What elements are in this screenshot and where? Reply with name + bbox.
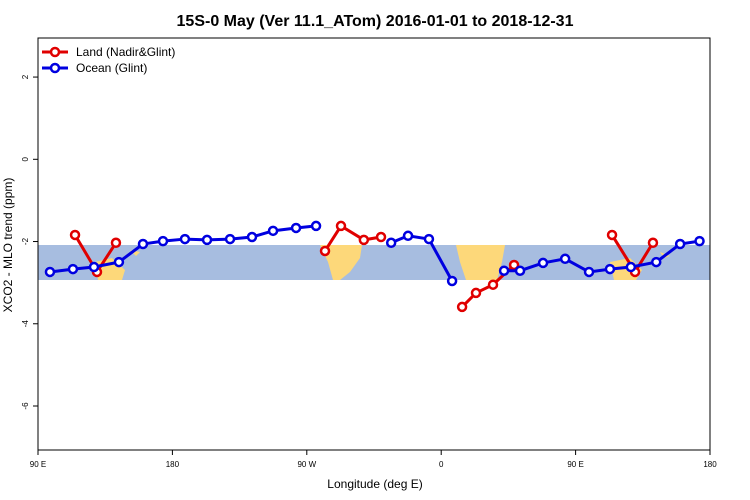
point xyxy=(69,229,81,241)
point xyxy=(310,220,322,232)
point xyxy=(583,266,595,278)
y-tick-label: -4 xyxy=(21,320,30,328)
x-tick-label: 180 xyxy=(703,460,717,469)
point xyxy=(559,253,571,265)
point xyxy=(456,301,468,313)
point xyxy=(290,222,302,234)
point xyxy=(335,220,347,232)
x-tick-label: 90 E xyxy=(30,460,46,469)
point xyxy=(67,263,79,275)
plot-frame xyxy=(37,37,711,451)
point xyxy=(44,266,56,278)
y-tick-label: -2 xyxy=(21,237,30,245)
point xyxy=(179,233,191,245)
point xyxy=(88,261,100,273)
point xyxy=(246,231,258,243)
map-strip xyxy=(38,245,710,280)
point xyxy=(498,265,510,276)
x-axis-label: Longitude (deg E) xyxy=(327,477,422,491)
point xyxy=(402,230,414,242)
point xyxy=(157,235,169,247)
legend-label: Land (Nadir&Glint) xyxy=(76,45,175,59)
point xyxy=(625,261,637,273)
point xyxy=(514,265,526,276)
point xyxy=(267,225,279,237)
point xyxy=(137,238,149,250)
point xyxy=(487,279,499,290)
point xyxy=(606,229,618,241)
point xyxy=(674,238,686,250)
point xyxy=(375,231,387,243)
point xyxy=(647,237,659,249)
point xyxy=(537,257,549,269)
x-tick-label: 180 xyxy=(166,460,180,469)
point xyxy=(604,263,616,275)
point xyxy=(423,233,435,245)
x-tick-label: 90 E xyxy=(567,460,583,469)
legend-label: Ocean (Glint) xyxy=(76,61,147,75)
point xyxy=(470,287,482,299)
point xyxy=(446,275,458,287)
legend-marker xyxy=(49,46,61,58)
point xyxy=(358,234,370,246)
y-axis-label: XCO2 - MLO trend (ppm) xyxy=(1,178,15,313)
y-tick-label: 0 xyxy=(21,157,30,162)
legend-marker xyxy=(49,62,61,74)
y-tick-label: -6 xyxy=(21,402,30,410)
point xyxy=(385,237,397,249)
point xyxy=(694,235,705,247)
y-tick-label: 2 xyxy=(21,74,30,79)
x-tick-label: 0 xyxy=(439,460,444,469)
point xyxy=(224,233,236,245)
point xyxy=(201,234,213,246)
point xyxy=(508,259,520,271)
point xyxy=(110,237,122,249)
chart-title: 15S-0 May (Ver 11.1_ATom) 2016-01-01 to … xyxy=(177,13,574,30)
point xyxy=(113,256,125,268)
point xyxy=(319,245,331,257)
point xyxy=(650,256,662,268)
x-tick-label: 90 W xyxy=(297,460,316,469)
